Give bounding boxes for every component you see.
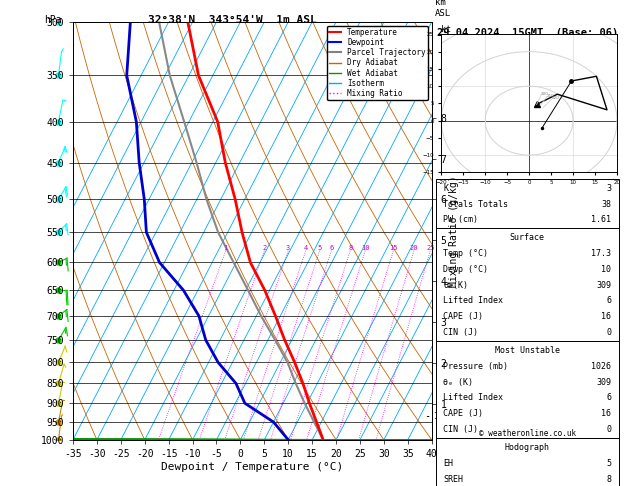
Text: 8: 8 [606, 474, 611, 484]
Text: 6: 6 [606, 296, 611, 306]
Text: Dewp (°C): Dewp (°C) [443, 265, 488, 274]
FancyBboxPatch shape [435, 438, 619, 486]
Text: 16: 16 [601, 312, 611, 321]
Legend: Temperature, Dewpoint, Parcel Trajectory, Dry Adiabat, Wet Adiabat, Isotherm, Mi: Temperature, Dewpoint, Parcel Trajectory… [327, 26, 428, 100]
Text: CAPE (J): CAPE (J) [443, 312, 483, 321]
Text: 3: 3 [286, 245, 291, 251]
Text: K: K [443, 184, 448, 192]
Text: Pressure (mb): Pressure (mb) [443, 362, 508, 371]
Text: 1: 1 [223, 245, 228, 251]
Text: θₑ (K): θₑ (K) [443, 378, 473, 386]
Text: Surface: Surface [509, 233, 545, 242]
Text: 0: 0 [606, 328, 611, 337]
Text: PW (cm): PW (cm) [443, 215, 478, 225]
Text: 25: 25 [426, 245, 435, 251]
Text: Totals Totals: Totals Totals [443, 200, 508, 208]
Text: Lifted Index: Lifted Index [443, 296, 503, 306]
Text: SREH: SREH [443, 474, 463, 484]
Text: Most Unstable: Most Unstable [495, 346, 560, 355]
FancyBboxPatch shape [435, 179, 619, 228]
Text: CIN (J): CIN (J) [443, 425, 478, 434]
Text: 5: 5 [606, 459, 611, 468]
Text: 10: 10 [361, 245, 369, 251]
Text: 10: 10 [601, 265, 611, 274]
Text: 38: 38 [601, 200, 611, 208]
Text: 20: 20 [409, 245, 418, 251]
Text: θₑ(K): θₑ(K) [443, 280, 468, 290]
Text: 0: 0 [606, 425, 611, 434]
Text: Lifted Index: Lifted Index [443, 394, 503, 402]
Text: Temp (°C): Temp (°C) [443, 249, 488, 258]
Text: 29.04.2024  15GMT  (Base: 06): 29.04.2024 15GMT (Base: 06) [437, 28, 618, 38]
Text: CAPE (J): CAPE (J) [443, 409, 483, 418]
Text: 8: 8 [348, 245, 352, 251]
Text: 1026: 1026 [591, 362, 611, 371]
Text: 16: 16 [601, 409, 611, 418]
Text: 6: 6 [329, 245, 333, 251]
Text: 309: 309 [596, 280, 611, 290]
Text: EH: EH [443, 459, 454, 468]
X-axis label: Dewpoint / Temperature (°C): Dewpoint / Temperature (°C) [161, 462, 343, 471]
Text: 3: 3 [606, 184, 611, 192]
Text: © weatheronline.co.uk: © weatheronline.co.uk [479, 429, 576, 438]
Text: Hodograph: Hodograph [504, 443, 550, 452]
Text: 309: 309 [596, 378, 611, 386]
FancyBboxPatch shape [435, 341, 619, 438]
Text: 6: 6 [606, 394, 611, 402]
Text: 1.61: 1.61 [591, 215, 611, 225]
Text: 5: 5 [318, 245, 322, 251]
Text: km
ASL: km ASL [435, 0, 452, 17]
Text: 17.3: 17.3 [591, 249, 611, 258]
Text: 1LCL: 1LCL [433, 412, 451, 421]
Text: 15: 15 [389, 245, 398, 251]
Text: 32°38'N  343°54'W  1m ASL: 32°38'N 343°54'W 1m ASL [148, 15, 317, 25]
FancyBboxPatch shape [435, 228, 619, 341]
Text: CIN (J): CIN (J) [443, 328, 478, 337]
Text: 4: 4 [304, 245, 308, 251]
Y-axis label: Mixing Ratio (g/kg): Mixing Ratio (g/kg) [450, 175, 459, 287]
Text: 2: 2 [262, 245, 267, 251]
Text: hPa: hPa [44, 15, 62, 25]
